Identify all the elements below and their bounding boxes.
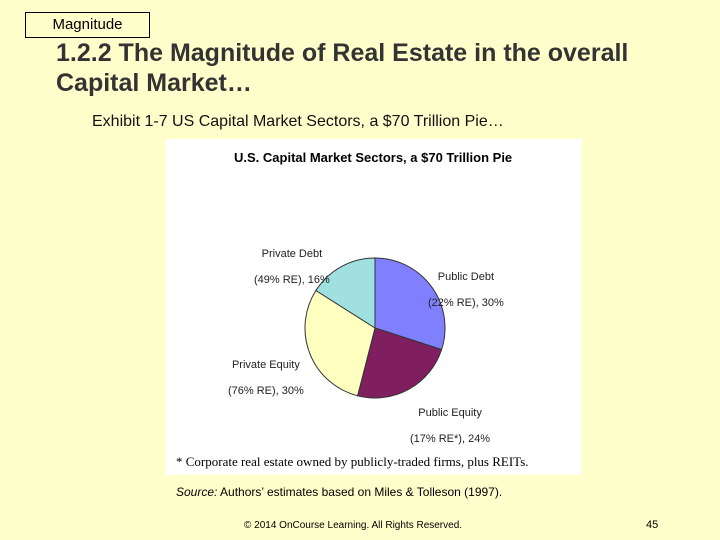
page-number: 45 xyxy=(646,519,659,531)
copyright-notice: © 2014 OnCourse Learning. All Rights Res… xyxy=(244,520,463,531)
slice-label-private-debt: Private Debt (49% RE), 16% xyxy=(254,235,330,287)
slice-note: (49% RE), 16% xyxy=(254,274,330,286)
exhibit-subtitle: Exhibit 1-7 US Capital Market Sectors, a… xyxy=(92,113,504,130)
slice-name: Private Equity xyxy=(231,359,300,371)
source-label: Source: xyxy=(176,485,218,499)
slice-name: Private Debt xyxy=(261,248,323,260)
slice-name: Public Debt xyxy=(437,271,495,283)
slice-label-public-debt: Public Debt (22% RE), 30% xyxy=(428,258,504,310)
pie-slice-private-equity xyxy=(304,289,376,397)
pie-slice-public-debt xyxy=(374,257,446,351)
slide-title: 1.2.2 The Magnitude of Real Estate in th… xyxy=(56,39,629,97)
slice-label-private-equity: Private Equity (76% RE), 30% xyxy=(228,346,304,398)
slice-name: Public Equity xyxy=(418,407,482,419)
slice-note: (22% RE), 30% xyxy=(428,297,504,309)
source-citation: Source: Authors’ estimates based on Mile… xyxy=(176,485,502,499)
source-text: Authors’ estimates based on Miles & Toll… xyxy=(217,485,503,499)
slice-label-public-equity: Public Equity (17% RE*), 24% xyxy=(410,394,490,446)
pie-slice-public-equity xyxy=(356,327,443,399)
slice-note: (17% RE*), 24% xyxy=(410,433,491,445)
slice-note: (76% RE), 30% xyxy=(228,385,304,397)
chart-title: U.S. Capital Market Sectors, a $70 Trill… xyxy=(234,150,513,165)
chart-footnote: * Corporate real estate owned by publicl… xyxy=(176,454,529,469)
pie-slice-private-debt xyxy=(315,257,376,329)
slide-tag: Magnitude xyxy=(25,12,150,38)
pie-chart-panel: U.S. Capital Market Sectors, a $70 Trill… xyxy=(166,139,582,475)
pie-chart xyxy=(304,257,446,399)
